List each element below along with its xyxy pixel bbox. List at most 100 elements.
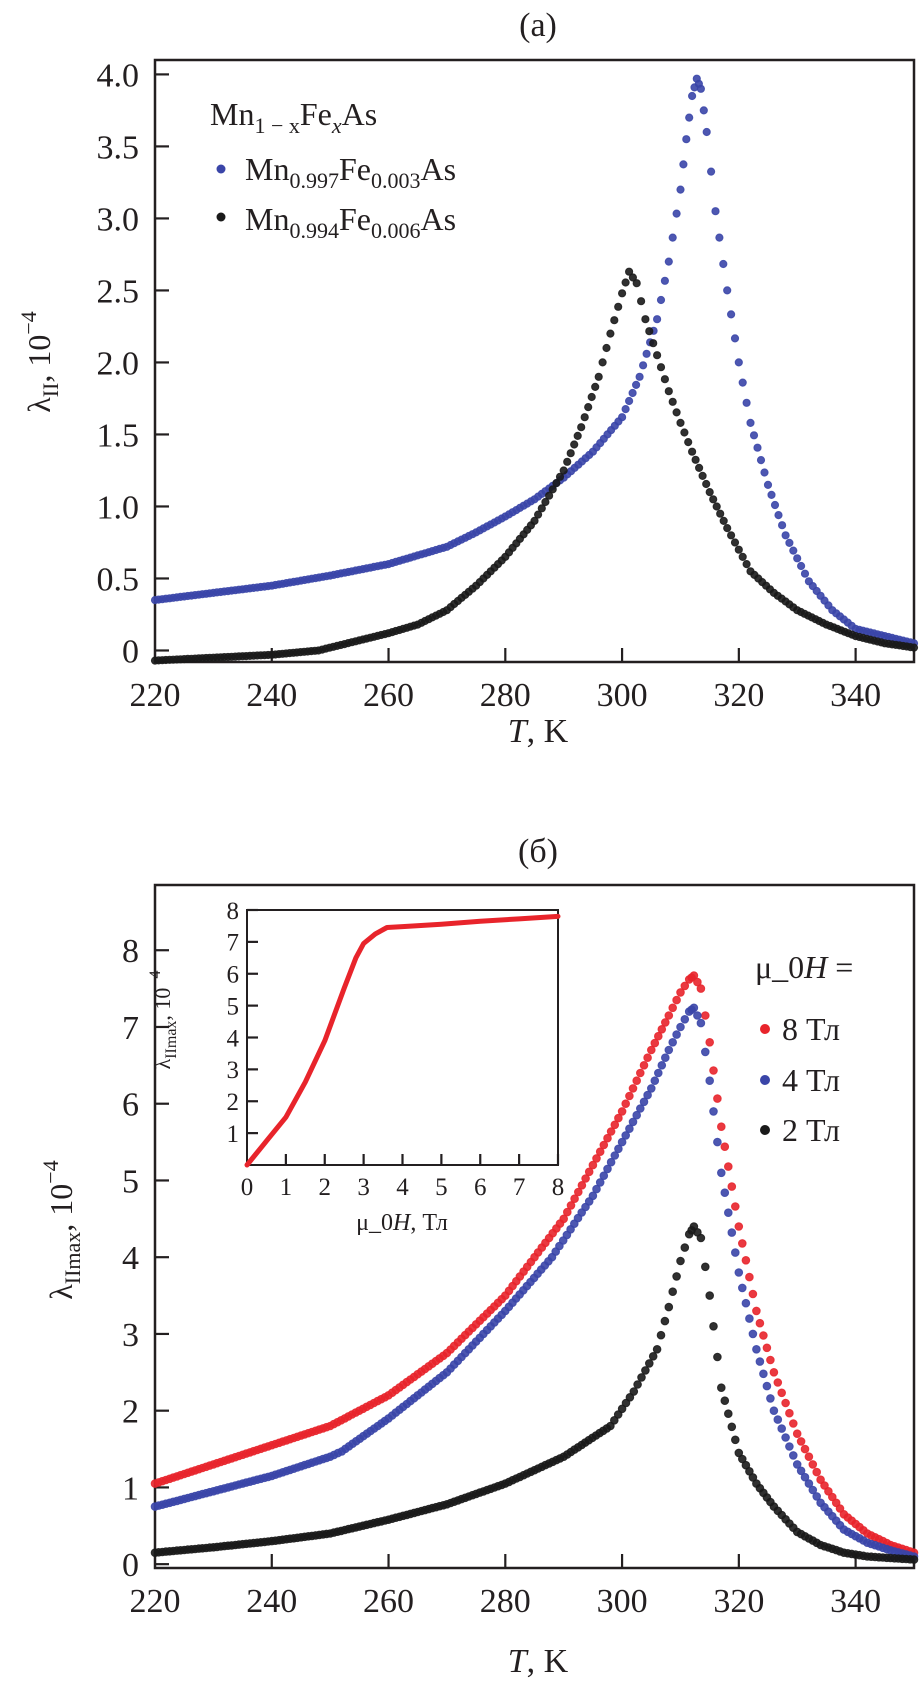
legend-entry-4T: 4 Тл — [782, 1062, 840, 1098]
data-point — [730, 538, 740, 547]
data-point — [563, 457, 572, 466]
data-point — [636, 1068, 645, 1078]
y-tick-label: 7 — [122, 1010, 139, 1047]
data-point — [637, 1373, 646, 1382]
data-point — [580, 413, 589, 422]
data-point — [625, 1393, 635, 1402]
legend-entry-mn0994: Mn0.994Fe0.006As — [245, 201, 456, 243]
data-point — [778, 521, 787, 530]
data-point — [769, 1406, 779, 1415]
data-point — [766, 1355, 775, 1365]
data-point — [696, 84, 706, 93]
data-point — [742, 398, 751, 407]
data-point — [693, 977, 702, 987]
data-point — [637, 297, 646, 306]
data-point — [701, 1262, 710, 1272]
data-point — [731, 1202, 740, 1211]
data-point — [835, 1504, 845, 1513]
data-point — [643, 1053, 652, 1062]
data-point — [606, 1157, 616, 1167]
data-point — [628, 273, 638, 282]
data-point — [762, 1343, 772, 1353]
data-point — [734, 1268, 744, 1277]
data-point — [797, 561, 806, 571]
data-point — [773, 1415, 783, 1424]
data-point — [717, 1168, 726, 1178]
data-point — [641, 315, 650, 324]
data-point — [781, 1433, 790, 1442]
data-point — [713, 1094, 722, 1103]
data-point — [734, 358, 743, 367]
data-point — [639, 1061, 649, 1070]
data-point — [573, 431, 582, 440]
data-point — [672, 209, 681, 218]
data-point — [676, 988, 685, 997]
panel-a-x-axis-label: T, K — [508, 713, 569, 750]
data-point — [719, 259, 728, 269]
data-point — [660, 1316, 670, 1326]
data-point — [617, 1404, 627, 1414]
data-point — [664, 387, 673, 396]
data-point — [636, 1104, 645, 1113]
y-tick-label: 1 — [122, 1470, 139, 1507]
data-point — [724, 1409, 733, 1418]
data-point — [632, 380, 641, 389]
panel-b-label: (б) — [518, 833, 558, 870]
data-point — [548, 485, 557, 494]
data-point — [676, 418, 685, 427]
legend-marker-mn0994 — [216, 212, 226, 222]
data-point — [592, 1184, 601, 1194]
data-point — [577, 423, 586, 432]
data-point — [621, 1131, 631, 1140]
data-point — [749, 431, 759, 440]
data-point — [661, 1053, 670, 1062]
data-point — [719, 516, 728, 526]
y-tick-label: 1.5 — [97, 417, 140, 454]
x-tick-label: 2 — [319, 1174, 332, 1201]
data-point — [724, 1162, 733, 1171]
data-point — [727, 1422, 737, 1432]
data-point — [555, 472, 565, 481]
x-tick-label: 4 — [396, 1174, 409, 1201]
data-point — [760, 468, 769, 477]
data-point — [587, 392, 596, 402]
data-point — [746, 418, 755, 427]
y-tick-label: 5 — [227, 993, 240, 1020]
data-point — [595, 1178, 605, 1187]
data-point — [661, 1018, 670, 1027]
data-point — [720, 1188, 730, 1197]
data-point — [717, 1122, 726, 1131]
x-tick-label: 7 — [513, 1174, 526, 1201]
y-tick-label: 0 — [122, 633, 139, 670]
data-point — [595, 1147, 605, 1156]
data-point — [588, 1191, 598, 1201]
y-tick-label: 2.0 — [97, 345, 140, 382]
x-tick-label: 6 — [474, 1174, 487, 1201]
data-point — [618, 413, 627, 422]
data-point — [753, 443, 762, 452]
data-point — [552, 479, 561, 488]
data-point — [685, 113, 694, 122]
data-point — [652, 1345, 662, 1354]
panel-a-label: (a) — [519, 7, 557, 44]
data-point — [617, 1137, 627, 1147]
data-point — [654, 1031, 663, 1041]
legend-marker-mn0997 — [216, 164, 226, 174]
y-tick-label: 4 — [227, 1025, 240, 1052]
data-point — [599, 1171, 609, 1180]
data-point — [664, 1045, 674, 1055]
y-tick-label: 3 — [122, 1317, 139, 1354]
panel-b-x-ticks: 220 240 260 280 300 320 340 — [130, 1554, 881, 1620]
data-point — [720, 1142, 730, 1151]
x-tick-label: 0 — [241, 1174, 254, 1201]
x-tick-label: 5 — [435, 1174, 448, 1201]
data-point — [559, 466, 568, 475]
y-tick-label: 8 — [122, 933, 139, 970]
x-tick-label: 260 — [363, 1583, 414, 1620]
data-point — [602, 343, 611, 353]
data-point — [645, 327, 654, 336]
data-point — [614, 1144, 623, 1154]
data-point — [709, 495, 718, 504]
